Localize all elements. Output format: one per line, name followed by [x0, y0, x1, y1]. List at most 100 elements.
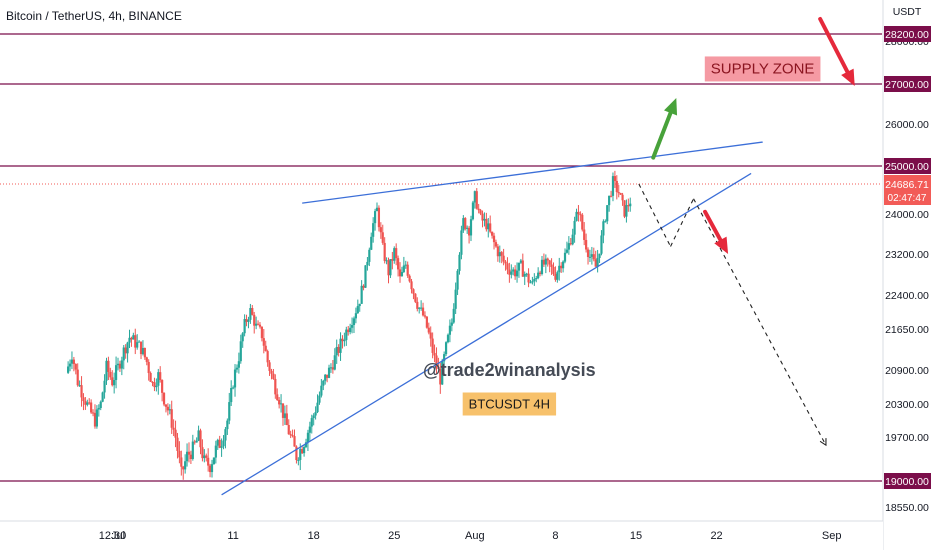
candle-body [239, 341, 242, 362]
candle [481, 210, 484, 228]
candle [218, 435, 221, 449]
candle [126, 341, 129, 363]
candle [184, 454, 187, 474]
candle [366, 256, 369, 271]
candle [414, 293, 417, 304]
candle-body [161, 380, 164, 393]
candle [527, 268, 530, 288]
candle [203, 449, 206, 463]
candle [114, 356, 118, 389]
candle [147, 359, 150, 381]
candle-body [331, 367, 334, 370]
candle [335, 339, 338, 364]
candle-body [324, 374, 327, 381]
candle-body [297, 459, 300, 461]
candle-body [487, 223, 490, 230]
candle-body [510, 271, 513, 275]
candle-body [266, 351, 269, 363]
candle [343, 332, 346, 347]
candle [101, 391, 104, 403]
candle [508, 262, 511, 283]
time-tick-label: 11 [227, 530, 238, 542]
candle-body [354, 313, 357, 319]
candle-body [542, 259, 546, 265]
candle-body [609, 195, 613, 197]
candle [170, 400, 173, 434]
candle [251, 305, 254, 316]
candle [609, 190, 613, 198]
candle-body [594, 259, 597, 267]
candle [623, 200, 626, 219]
candle-body [141, 347, 145, 355]
pair-timeframe-label: BTCUSDT 4H [469, 397, 550, 412]
candle-body [538, 272, 542, 274]
candle-body [276, 394, 279, 400]
candle [617, 185, 620, 198]
candle-body [91, 412, 95, 414]
candle-body [80, 385, 83, 398]
candle-body [147, 361, 150, 374]
candle [492, 232, 496, 250]
candle [256, 320, 260, 326]
watermark-label: @trade2winanalysis [423, 360, 596, 380]
candle-body [408, 275, 411, 282]
candle-body [452, 308, 455, 323]
candle-body [216, 439, 219, 446]
candle [122, 345, 125, 370]
candle-body [592, 254, 595, 260]
candle [550, 258, 553, 275]
candle-body [318, 395, 321, 403]
price-tick-label: 18550.00 [885, 502, 929, 514]
candle [538, 270, 542, 277]
candle-body [627, 205, 630, 207]
candle-body [552, 266, 555, 274]
candle-body [466, 227, 469, 229]
candle [387, 257, 390, 284]
candle [331, 360, 334, 374]
price-axis-title: USDT [893, 6, 922, 18]
candle [356, 299, 359, 314]
candle [178, 441, 181, 464]
candle [487, 217, 490, 238]
candle [162, 392, 166, 407]
candle [446, 333, 450, 344]
candle [606, 205, 609, 225]
candle [99, 400, 102, 411]
candle-body [393, 248, 396, 261]
candle [579, 211, 582, 222]
candle-body [621, 194, 624, 201]
time-tick-label: 22 [710, 530, 722, 542]
candle [316, 394, 319, 414]
candle [397, 255, 400, 277]
candle [379, 222, 382, 239]
candle [588, 249, 592, 262]
candle-body [588, 256, 592, 258]
candle [132, 332, 135, 340]
time-tick-label: Jul [111, 530, 125, 542]
candle-body [182, 466, 185, 470]
candle-body [414, 293, 417, 302]
candle-body [581, 214, 584, 230]
price-tick-label: 21650.00 [885, 324, 929, 336]
candle-body [464, 218, 467, 229]
candle [224, 426, 227, 449]
candle-body [525, 273, 528, 275]
chart-title: Bitcoin / TetherUS, 4h, BINANCE [6, 9, 182, 23]
candle [326, 374, 329, 383]
candle-body [287, 424, 290, 435]
candle-body [491, 231, 494, 236]
candle-body [237, 361, 240, 368]
candle-body [360, 285, 363, 304]
candle-body [230, 387, 233, 403]
arrow-red-down-top-head [841, 68, 855, 86]
level-price-tag [884, 158, 931, 174]
candle-body [258, 324, 262, 327]
candle [502, 248, 505, 266]
candle-body [228, 402, 231, 421]
candle-body [149, 373, 152, 382]
candle [349, 323, 352, 335]
candle [483, 212, 486, 227]
candle-body [537, 272, 540, 279]
